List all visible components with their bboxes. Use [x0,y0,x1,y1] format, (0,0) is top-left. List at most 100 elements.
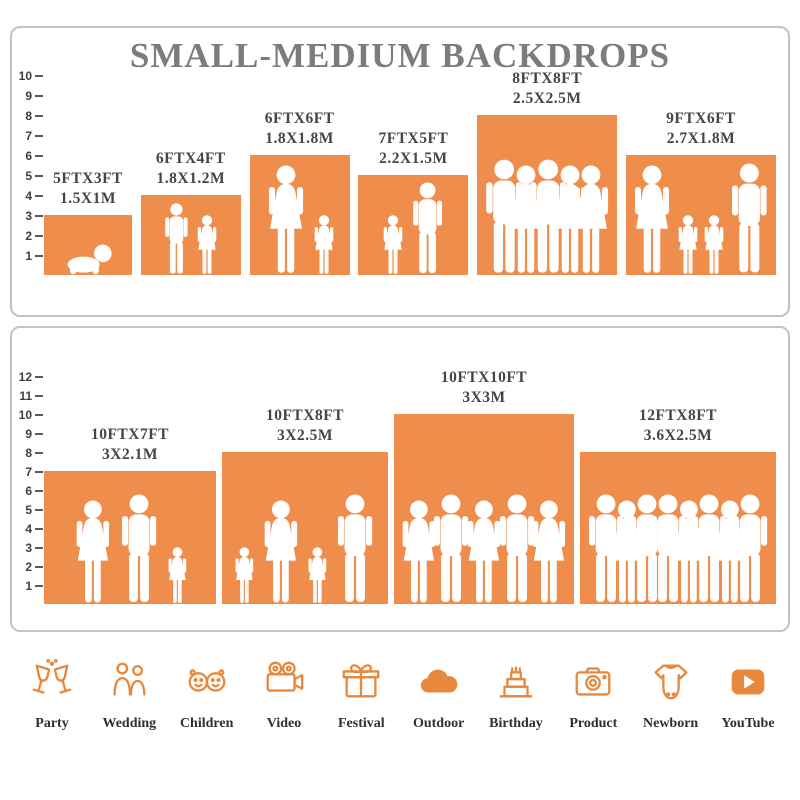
backdrop-rect [249,155,350,275]
ruler-tick [35,471,43,473]
backdrop-size-label: 6FTX6FT 1.8X1.8M [265,109,335,149]
ruler-tick [35,215,43,217]
backdrop-size-label: 6FTX4FT 1.8X1.2M [156,149,226,189]
size-ft: 12FTX8FT [638,406,718,424]
silhouette-group [222,494,388,604]
ruler-number: 11 [19,389,32,403]
backdrop-rect [44,471,216,604]
ruler-tick [35,509,43,511]
size-ft: 10FTX7FT [90,425,170,443]
ruler-mark-7: 7 [16,129,43,143]
bottom-backdrops: 10FTX7FT 3X2.1M 10FTX8FT 3X2.5M 10FTX10FT 3X3… [44,368,776,604]
top-ruler: 1 2 3 4 5 6 7 8 9 10 [12,28,44,315]
size-m: 2.2X1.5M [379,149,448,167]
panel-1: 1 2 3 4 5 6 7 8 9 10 11 12 10FTX7FT 3X2.1M 10FTX8FT 3X… [10,326,790,632]
silhouette-group [250,165,350,275]
size-ft: 8FTX8FT [512,69,583,87]
category-youtube: YouTube [712,658,784,732]
woman-silhouette [463,500,505,605]
ruler-tick [35,115,43,117]
backdrop-size-label: 10FTX7FT 3X2.1M [91,425,169,465]
ruler-number: 1 [25,579,32,593]
category-party: Party [16,658,88,732]
ruler-tick [35,155,43,157]
backdrop-10ftx8ft: 10FTX8FT 3X2.5M [222,406,388,604]
ruler-mark-10: 10 [16,69,43,83]
backdrop-rect [222,452,388,604]
ruler-number: 7 [25,129,32,143]
category-label: Newborn [643,716,699,731]
ruler-mark-9: 9 [16,427,43,441]
woman-silhouette [260,500,302,605]
ruler-tick [35,376,43,378]
silhouette-group [626,163,776,275]
ruler-number: 7 [25,465,32,479]
ruler-mark-7: 7 [16,465,43,479]
man-silhouette [727,163,772,275]
ruler-mark-2: 2 [16,229,43,243]
size-m: 1.8X1.2M [156,169,226,187]
product-icon [570,658,616,704]
size-m: 1.8X1.8M [265,129,334,147]
ruler-number: 3 [25,209,32,223]
ruler-number: 2 [25,229,32,243]
ruler-tick [35,255,43,257]
category-festival: Festival [325,658,397,732]
category-product: Product [557,658,629,732]
ruler-number: 4 [25,522,32,536]
backdrop-size-label: 5FTX3FT 1.5X1M [53,169,123,209]
girl-silhouette [306,547,329,604]
ruler-mark-11: 11 [16,389,43,403]
category-newborn: Newborn [635,658,707,732]
ruler-mark-6: 6 [16,149,43,163]
ruler-mark-1: 1 [16,249,43,263]
girl-silhouette [702,215,726,275]
wedding-icon [106,658,152,704]
bottom-ruler: 1 2 3 4 5 6 7 8 9 10 11 12 [12,328,44,630]
size-m: 3X3M [462,388,506,406]
backdrop-rect [358,175,469,275]
size-ft: 10FTX10FT [440,368,528,386]
woman-silhouette [398,500,440,605]
backdrop-size-label: 10FTX8FT 3X2.5M [266,406,344,446]
backdrop-5ftx3ft: 5FTX3FT 1.5X1M [44,169,132,275]
category-label: Children [179,716,234,731]
ruler-tick [35,175,43,177]
size-m: 3X2.1M [102,445,158,463]
category-label: Wedding [102,716,157,731]
newborn-icon [648,658,694,704]
ruler-number: 8 [25,109,32,123]
backdrop-rect [44,215,132,275]
youtube-icon [725,658,771,704]
category-outdoor: Outdoor [403,658,475,732]
woman-silhouette [72,500,114,605]
outdoor-icon [416,658,462,704]
backdrop-6ftx4ft: 6FTX4FT 1.8X1.2M [140,149,241,275]
girl-silhouette [195,215,219,275]
backdrop-rect [140,195,241,275]
ruler-mark-6: 6 [16,484,43,498]
ruler-tick [35,395,43,397]
backdrop-10ftx7ft: 10FTX7FT 3X2.1M [44,425,216,604]
silhouette-group [394,494,574,604]
ruler-number: 1 [25,249,32,263]
ruler-tick [35,452,43,454]
silhouette-group [358,182,468,275]
silhouette-group [44,243,132,275]
woman-silhouette [528,500,570,605]
ruler-mark-9: 9 [16,89,43,103]
ruler-number: 4 [25,189,32,203]
ruler-number: 8 [25,446,32,460]
man-silhouette [117,494,161,604]
ruler-mark-5: 5 [16,503,43,517]
man-silhouette [333,494,377,604]
backdrop-size-label: 7FTX5FT 2.2X1.5M [378,129,448,169]
festival-icon [338,658,384,704]
ruler-number: 6 [25,149,32,163]
video-icon [261,658,307,704]
girl-silhouette [676,215,700,275]
category-label: Outdoor [412,716,465,731]
boy-silhouette [162,203,191,275]
ruler-tick [35,566,43,568]
size-ft: 7FTX5FT [378,129,449,147]
